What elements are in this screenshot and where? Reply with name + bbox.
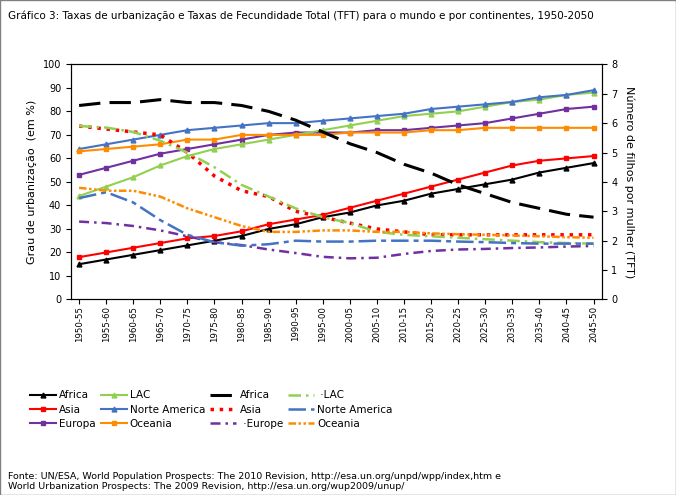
Text: Gráfico 3: Taxas de urbanização e Taxas de Fecundidade Total (TFT) para o mundo : Gráfico 3: Taxas de urbanização e Taxas … [8, 11, 594, 21]
Y-axis label: Número de filhos por mulher (TFT): Número de filhos por mulher (TFT) [624, 86, 634, 278]
Text: Fonte: UN/ESA, World Population Prospects: The 2010 Revision, http://esa.un.org/: Fonte: UN/ESA, World Population Prospect… [8, 472, 501, 491]
Y-axis label: Grau de urbanização  (em %): Grau de urbanização (em %) [27, 100, 37, 264]
Legend: Africa, Asia, Europa, LAC, Norte America, Oceania, Africa, Asia,  ·Europe,  ·LAC: Africa, Asia, Europa, LAC, Norte America… [26, 386, 397, 433]
